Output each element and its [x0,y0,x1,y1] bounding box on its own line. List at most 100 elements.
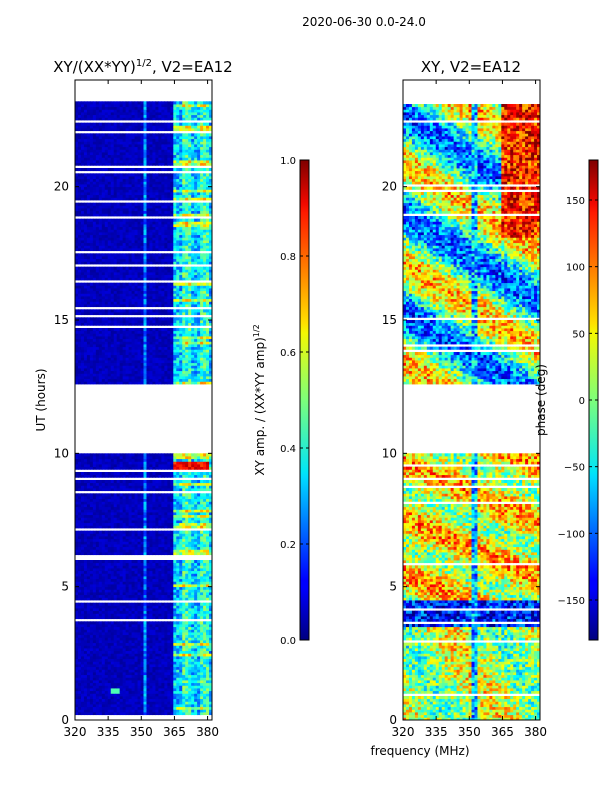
heatmap-cell [80,706,85,710]
heatmap-cell [200,464,204,468]
heatmap-cell [137,341,142,345]
heatmap-cell [182,461,186,465]
heatmap-cell [107,656,112,660]
heatmap-cell [149,552,154,556]
heatmap-cell [104,560,109,564]
heatmap-cell [116,362,121,366]
heatmap-cell [128,661,133,665]
heatmap-cell [167,357,171,361]
heatmap-cell [137,637,142,641]
heatmap-cell [95,568,100,572]
heatmap-cell [143,597,148,601]
heatmap-cell [83,682,88,686]
heatmap-cell [185,578,189,582]
heatmap-cell [101,650,106,654]
heatmap-cell [155,560,159,564]
heatmap-cell [140,378,145,382]
heatmap-cell [179,573,183,577]
heatmap-cell [75,493,79,497]
heatmap-cell [95,680,100,684]
heatmap-cell [80,544,85,548]
heatmap-cell [194,352,198,356]
heatmap-cell [197,482,201,486]
heatmap-cell [167,696,171,700]
heatmap-cell [95,336,100,340]
heatmap-cell [179,642,183,646]
heatmap-cell [86,584,91,588]
heatmap-cell [122,501,127,505]
heatmap-cell [206,365,210,369]
heatmap-cell [188,488,192,492]
heatmap-cell [113,632,118,636]
heatmap-cell [182,586,186,590]
heatmap-cell [83,704,88,708]
heatmap-cell [107,370,112,374]
heatmap-cell [191,504,195,508]
heatmap-cell [158,624,162,628]
heatmap-cell [146,538,151,542]
heatmap-cell [128,349,133,353]
heatmap-cell [149,352,154,356]
heatmap-cell [110,610,115,614]
heatmap-cell [200,368,204,372]
heatmap-cell [95,453,100,457]
heatmap-cell [191,456,195,460]
heatmap-cell [170,709,174,713]
heatmap-cell [98,344,103,348]
heatmap-cell [209,354,212,358]
heatmap-cell [179,373,183,377]
heatmap-cell [158,378,162,382]
heatmap-cell [170,522,174,526]
heatmap-cell [188,613,192,617]
heatmap-cell [146,485,151,489]
heatmap-cell [161,541,165,545]
heatmap-cell [176,626,180,630]
heatmap-cell [107,509,112,513]
heatmap-cell [152,562,157,566]
heatmap-cell [200,709,204,713]
heatmap-cell [188,354,192,358]
heatmap-cell [125,592,130,596]
heatmap-cell [131,632,136,636]
heatmap-cell [83,706,88,710]
heatmap-cell [170,650,174,654]
heatmap-cell [140,349,145,353]
heatmap-cell [179,530,183,534]
heatmap-cell [77,370,82,374]
heatmap-cell [137,354,142,358]
heatmap-cell [122,605,127,609]
heatmap-cell [155,498,159,502]
heatmap-cell [92,706,97,710]
heatmap-cell [146,474,151,478]
heatmap-cell [80,360,85,364]
heatmap-cell [200,640,204,644]
heatmap-cell [125,648,130,652]
heatmap-cell [128,506,133,510]
heatmap-cell [146,333,151,337]
heatmap-cell [155,488,159,492]
heatmap-cell [113,613,118,617]
heatmap-cell [101,336,106,340]
heatmap-cell [92,480,97,484]
heatmap-cell [137,362,142,366]
heatmap-cell [86,346,91,350]
heatmap-cell [95,626,100,630]
heatmap-cell [134,512,139,516]
heatmap-cell [203,669,207,673]
heatmap-cell [77,464,82,468]
heatmap-cell [161,376,165,380]
heatmap-cell [143,336,148,340]
heatmap-cell [89,608,94,612]
heatmap-cell [75,456,79,460]
heatmap-cell [176,373,180,377]
heatmap-cell [200,666,204,670]
heatmap-cell [107,538,112,542]
heatmap-cell [161,640,165,644]
heatmap-cell [209,546,212,550]
heatmap-cell [143,589,148,593]
heatmap-cell [80,493,85,497]
heatmap-cell [101,373,106,377]
heatmap-cell [203,506,207,510]
heatmap-cell [200,688,204,692]
heatmap-cell [131,456,136,460]
